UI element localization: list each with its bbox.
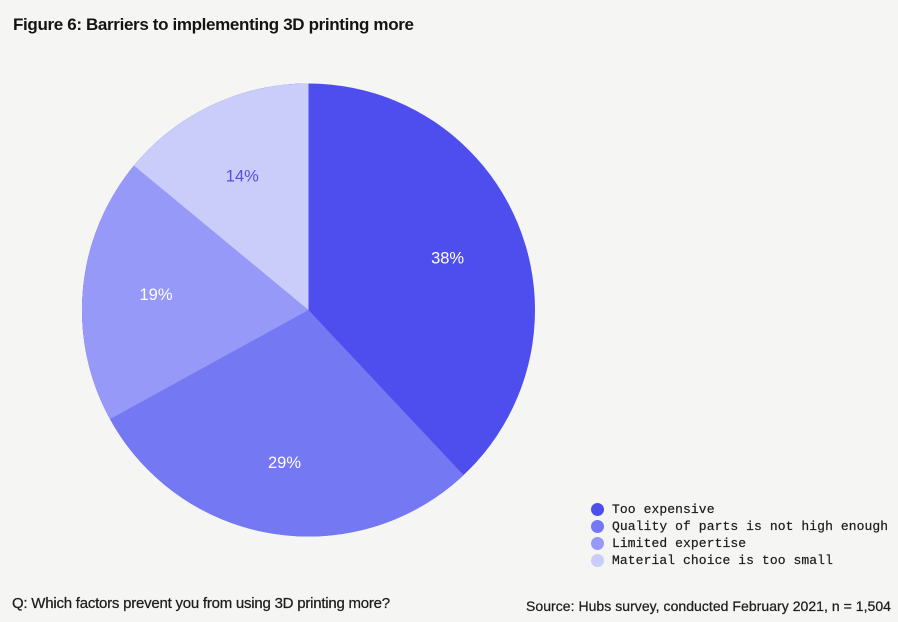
svg-text:29%: 29% (268, 454, 301, 472)
svg-text:14%: 14% (226, 168, 259, 186)
svg-text:38%: 38% (431, 250, 464, 268)
svg-text:19%: 19% (139, 286, 172, 304)
